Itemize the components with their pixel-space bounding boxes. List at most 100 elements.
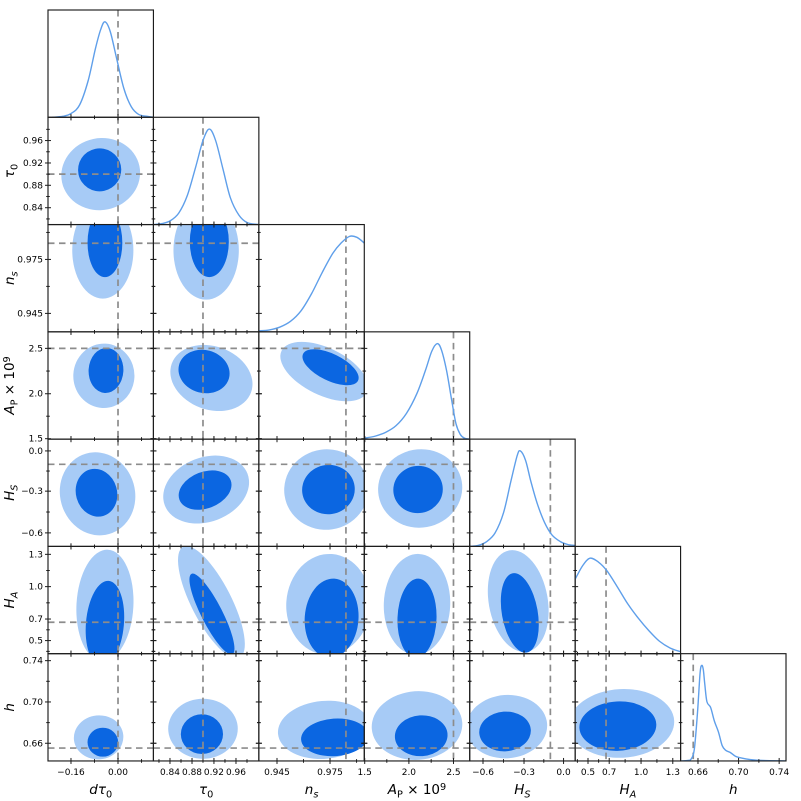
tick-label: 0.70: [23, 698, 43, 708]
marginal-curve-Hs: [469, 449, 576, 547]
tick-label: −0.6: [472, 768, 494, 778]
marginal-panel-Hs: [469, 439, 576, 547]
marginal-curve-dtau0: [52, 21, 154, 118]
tick-label: 0.975: [317, 768, 343, 778]
contour-panel-h-vs-ns: [258, 653, 365, 761]
tick-label: 1.0: [29, 583, 44, 593]
tick-label: 0.66: [688, 768, 708, 778]
marginal-curve-Ap: [364, 342, 470, 440]
panel-ticks: [697, 757, 780, 764]
tick-label: 2.5: [29, 344, 43, 354]
tick-label: 0.7: [602, 768, 616, 778]
contour-panel-h-vs-Ap: [364, 653, 470, 761]
x-axis-title-Ha: HA: [619, 782, 636, 800]
contour-panel-Ha-vs-ns: [258, 546, 365, 654]
x-axis-title-Ap: AP × 109: [387, 782, 446, 800]
contour-panel-Ap-vs-ns: [258, 331, 365, 440]
tick-label: −0.3: [513, 768, 535, 778]
contour-panel-h-vs-dtau0: [48, 653, 154, 761]
tick-label: 2.0: [402, 768, 417, 778]
tick-label: 0.96: [226, 768, 246, 778]
panel-frame: [680, 653, 787, 762]
contour-panel-Ha-vs-Ap: [364, 546, 470, 654]
contour-panel-tau0-vs-dtau0: [48, 117, 154, 225]
marginal-panel-Ha: [575, 546, 681, 654]
tick-label: 0.74: [769, 768, 789, 778]
marginal-curve-ns: [258, 235, 365, 332]
x-tick-labels-ns: 0.945 0.975: [264, 768, 343, 778]
contour-panel-h-vs-Hs: [469, 653, 576, 761]
tick-label: 0.92: [204, 768, 224, 778]
contour-panel-ns-vs-tau0: [153, 224, 259, 332]
tick-label: −0.6: [21, 529, 43, 539]
x-axis-title-tau0: τ0: [199, 782, 213, 800]
marginal-panel-h: [680, 653, 787, 761]
contour-panel-Hs-vs-dtau0: [48, 439, 154, 547]
marginal-curve-Ha: [575, 557, 681, 653]
tick-label: 2.5: [446, 768, 460, 778]
tick-label: 1.5: [358, 768, 372, 778]
tick-label: 2.0: [29, 390, 44, 400]
panel-frame: [469, 438, 576, 547]
y-tick-labels-h: 0.66 0.70 0.74: [23, 657, 43, 750]
tick-label: 0.84: [23, 204, 43, 214]
contour-panel-Hs-vs-Ap: [364, 439, 470, 547]
marginal-panel-tau0: [153, 117, 259, 225]
tick-label: 1.3: [666, 768, 680, 778]
tick-label: 0.0: [29, 447, 44, 457]
tick-label: 1.3: [29, 550, 43, 560]
contour-panel-Ha-vs-dtau0: [48, 546, 154, 654]
tick-label: 0.0: [556, 768, 571, 778]
tick-label: 0.7: [29, 615, 43, 625]
y-axis-title-Ap: AP × 109: [2, 356, 20, 415]
x-tick-labels-h: 0.66 0.70 0.74: [688, 768, 789, 778]
contour-panel-h-vs-Ha: [575, 653, 681, 761]
tick-label: 0.975: [17, 255, 43, 265]
contour-panel-Ha-vs-Hs: [469, 546, 576, 654]
tick-label: 0.70: [729, 768, 749, 778]
tick-label: 0.92: [23, 159, 43, 169]
y-tick-labels-Ap: 1.5 2.0 2.5: [29, 344, 44, 444]
x-tick-labels-Hs: −0.6 −0.3 0.0: [472, 768, 571, 778]
tick-label: 1.5: [29, 435, 43, 445]
x-tick-labels-dtau0: −0.16 0.00: [57, 768, 128, 778]
contour-panel-Ha-vs-tau0: [153, 546, 259, 654]
tick-label: 0.945: [264, 768, 290, 778]
marginal-panel-Ap: [364, 331, 470, 440]
marginal-panel-dtau0: [52, 10, 154, 118]
tick-label: 0.5: [29, 637, 43, 647]
tick-label: 0.88: [182, 768, 202, 778]
y-axis-title-tau0: τ0: [2, 164, 20, 178]
contour-panel-Ap-vs-tau0: [153, 331, 259, 440]
x-axis-title-h: h: [729, 782, 738, 798]
y-tick-labels-tau0: 0.84 0.88 0.92 0.96: [23, 137, 43, 214]
tick-label: 0.945: [17, 309, 43, 319]
x-tick-labels-Ha: 0.5 0.7 1.0 1.3: [581, 768, 680, 778]
panel-frame: [258, 223, 365, 333]
x-axis-title-dtau0: dτ0: [89, 782, 112, 800]
tick-label: 0.84: [160, 768, 180, 778]
y-axis-title-ns: ns: [2, 271, 20, 285]
x-axis-title-ns: ns: [305, 782, 319, 800]
tick-label: 0.5: [581, 768, 595, 778]
panel-frame: [574, 545, 682, 655]
marginal-curve-tau0: [153, 128, 259, 225]
tick-label: 0.66: [23, 739, 43, 749]
tick-label: 0.74: [23, 657, 43, 667]
x-axis-title-Hs: HS: [514, 782, 530, 800]
x-tick-labels-Ap: 1.5 2.0 2.5: [358, 768, 461, 778]
x-tick-labels-tau0: 0.84 0.88 0.92 0.96: [160, 768, 246, 778]
tick-label: 1.0: [634, 768, 649, 778]
y-tick-labels-ns: 0.945 0.975: [17, 255, 43, 319]
contour-panel-Hs-vs-tau0: [153, 439, 259, 547]
tick-label: −0.3: [21, 487, 43, 497]
y-axis-title-Hs: HS: [2, 485, 20, 501]
tick-label: 0.88: [23, 181, 43, 191]
marginal-panel-ns: [258, 224, 365, 332]
contour-panel-Ap-vs-dtau0: [48, 331, 154, 440]
contour-panel-h-vs-tau0: [153, 653, 259, 761]
panel-ticks: [572, 650, 684, 764]
y-tick-labels-Hs: −0.6 −0.3 0.0: [21, 447, 43, 539]
